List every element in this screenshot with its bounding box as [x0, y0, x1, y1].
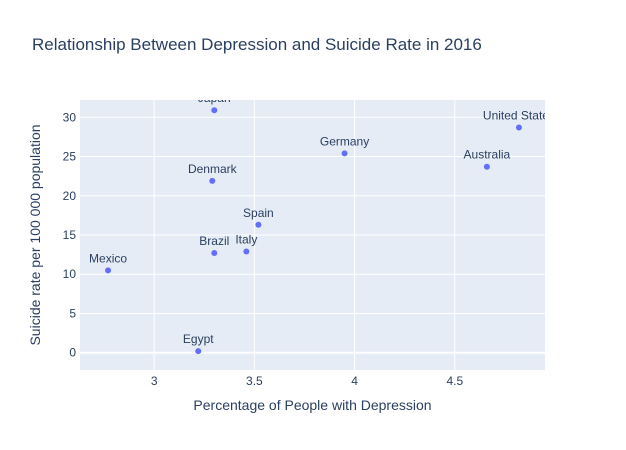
point-label: Egypt [183, 332, 214, 346]
scatter-point[interactable] [211, 250, 218, 257]
y-tick-label: 10 [63, 267, 77, 281]
point-label: Denmark [188, 162, 238, 176]
x-axis-ticks: 3 3.5 4 4.5 [151, 374, 464, 388]
y-tick-label: 15 [63, 228, 77, 242]
y-tick-label: 30 [63, 110, 77, 124]
y-tick-label: 20 [63, 189, 77, 203]
x-axis-label: Percentage of People with Depression [193, 397, 431, 413]
scatter-point[interactable] [341, 150, 348, 157]
point-label: Japan [198, 91, 231, 105]
scatter-point[interactable] [255, 221, 262, 228]
scatter-point[interactable] [195, 348, 202, 355]
scatter-point[interactable] [243, 248, 250, 255]
point-label: Mexico [89, 251, 127, 265]
point-label: United States [483, 108, 555, 122]
y-tick-label: 0 [69, 346, 76, 360]
y-tick-label: 5 [69, 306, 76, 320]
scatter-point[interactable] [483, 163, 490, 170]
y-axis-ticks: 0 5 10 15 20 25 30 [63, 110, 77, 359]
scatter-point[interactable] [209, 177, 216, 184]
y-axis-label: Suicide rate per 100 000 population [27, 124, 43, 345]
x-tick-label: 3.5 [246, 374, 263, 388]
chart-title: Relationship Between Depression and Suic… [32, 35, 482, 54]
scatter-points [105, 107, 522, 355]
point-label: Italy [235, 232, 257, 246]
x-tick-label: 3 [151, 374, 158, 388]
point-label: Germany [320, 134, 369, 148]
scatter-point[interactable] [105, 267, 112, 274]
grid [80, 100, 545, 370]
point-label: Spain [243, 206, 274, 220]
point-label: Brazil [199, 234, 229, 248]
scatter-point[interactable] [211, 107, 218, 114]
x-tick-label: 4.5 [446, 374, 463, 388]
y-tick-label: 25 [63, 150, 77, 164]
x-tick-label: 4 [351, 374, 358, 388]
point-labels: Japan United States Germany Australia Denmar… [89, 91, 555, 346]
scatter-point[interactable] [515, 124, 522, 131]
point-label: Australia [464, 148, 511, 162]
